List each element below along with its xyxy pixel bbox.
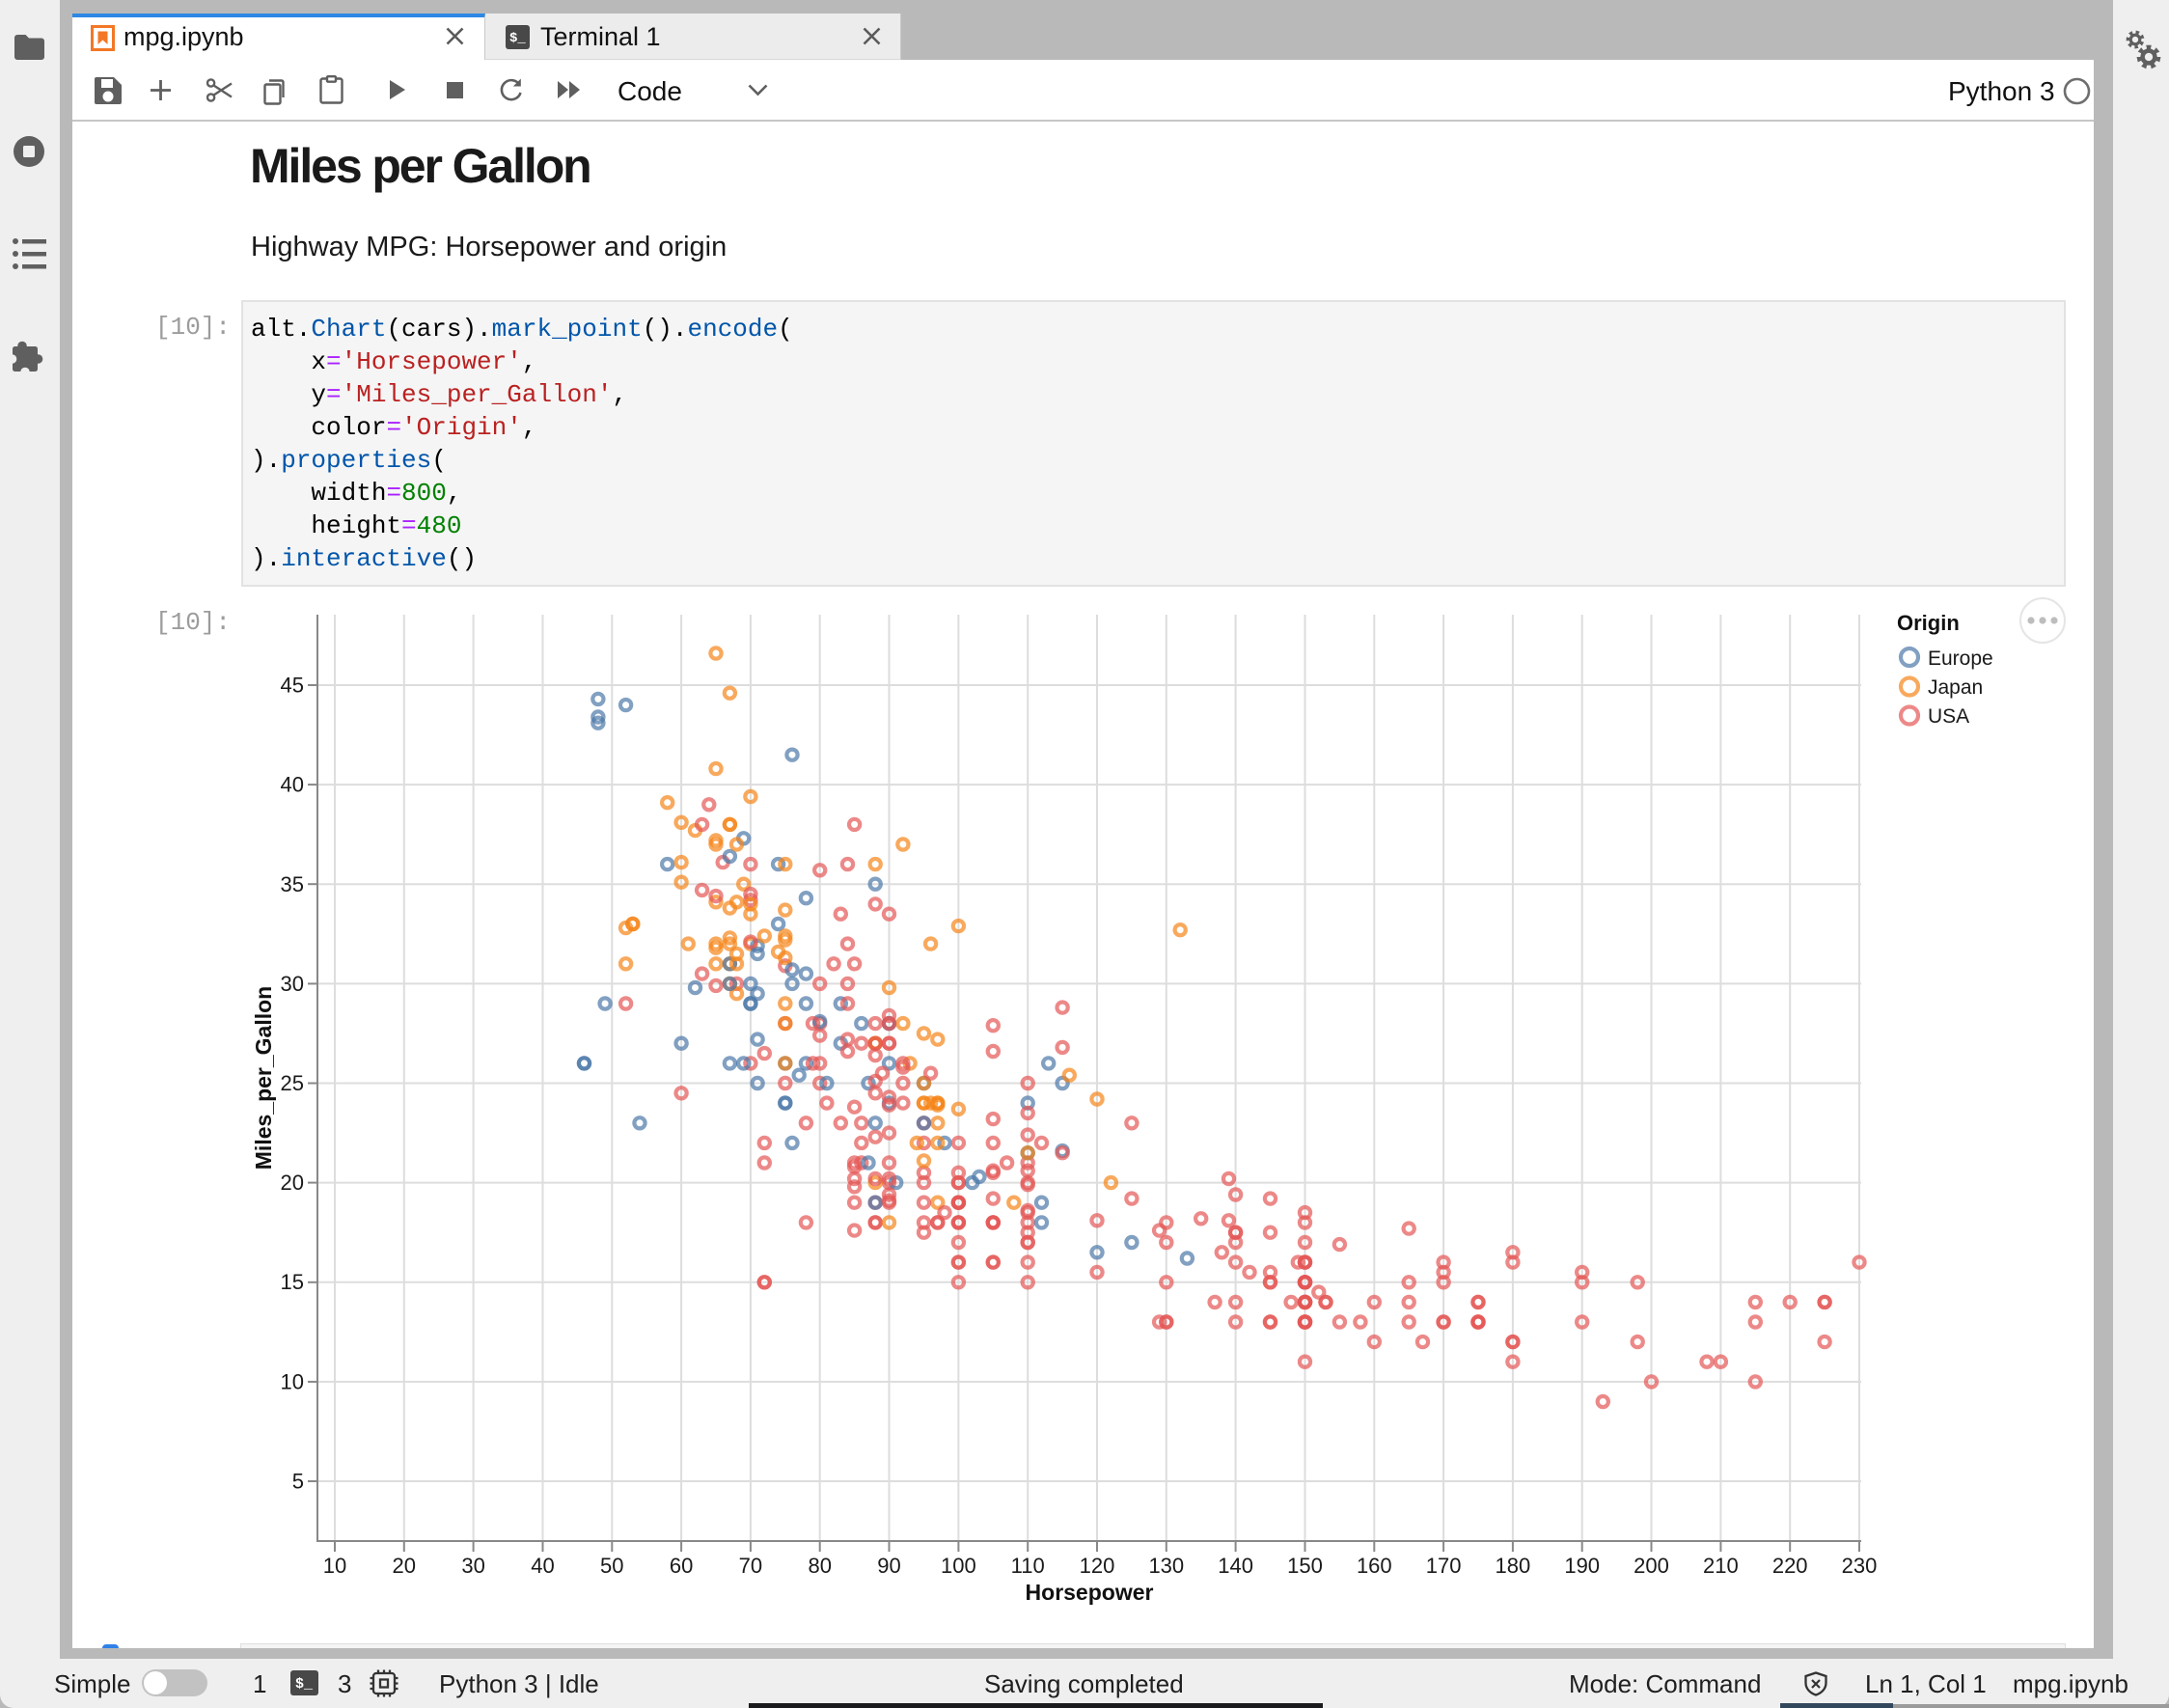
svg-text:210: 210 [1703, 1554, 1739, 1578]
svg-text:170: 170 [1426, 1554, 1462, 1578]
svg-text:20: 20 [393, 1554, 416, 1578]
svg-text:10: 10 [323, 1554, 346, 1578]
svg-text:50: 50 [600, 1554, 623, 1578]
svg-text:70: 70 [739, 1554, 762, 1578]
svg-text:40: 40 [281, 773, 304, 797]
svg-text:180: 180 [1496, 1554, 1531, 1578]
svg-text:150: 150 [1287, 1554, 1323, 1578]
svg-text:110: 110 [1011, 1554, 1045, 1578]
svg-text:10: 10 [281, 1369, 304, 1393]
svg-text:90: 90 [877, 1554, 900, 1578]
svg-text:20: 20 [281, 1171, 304, 1195]
svg-text:30: 30 [281, 972, 304, 996]
svg-text:120: 120 [1080, 1554, 1115, 1578]
svg-text:130: 130 [1148, 1554, 1184, 1578]
svg-text:25: 25 [281, 1071, 304, 1095]
svg-text:Europe: Europe [1928, 647, 1993, 670]
svg-text:Origin: Origin [1897, 611, 1960, 635]
svg-text:Horsepower: Horsepower [1026, 1580, 1154, 1605]
svg-text:80: 80 [808, 1554, 831, 1578]
svg-text:220: 220 [1772, 1554, 1808, 1578]
svg-text:30: 30 [461, 1554, 484, 1578]
svg-text:60: 60 [670, 1554, 693, 1578]
svg-text:Miles_per_Gallon: Miles_per_Gallon [251, 986, 276, 1170]
svg-text:230: 230 [1842, 1554, 1878, 1578]
svg-text:5: 5 [292, 1470, 304, 1494]
svg-text:$_: $_ [509, 31, 526, 46]
svg-text:USA: USA [1928, 705, 1969, 728]
svg-text:$_: $_ [295, 1676, 314, 1693]
svg-text:140: 140 [1218, 1554, 1253, 1578]
svg-text:100: 100 [941, 1554, 976, 1578]
svg-text:35: 35 [281, 872, 304, 896]
svg-text:Japan: Japan [1928, 676, 1983, 699]
svg-text:190: 190 [1564, 1554, 1600, 1578]
svg-text:160: 160 [1357, 1554, 1392, 1578]
svg-text:40: 40 [531, 1554, 554, 1578]
svg-text:15: 15 [281, 1270, 304, 1294]
svg-text:200: 200 [1634, 1554, 1669, 1578]
svg-text:45: 45 [281, 674, 304, 698]
